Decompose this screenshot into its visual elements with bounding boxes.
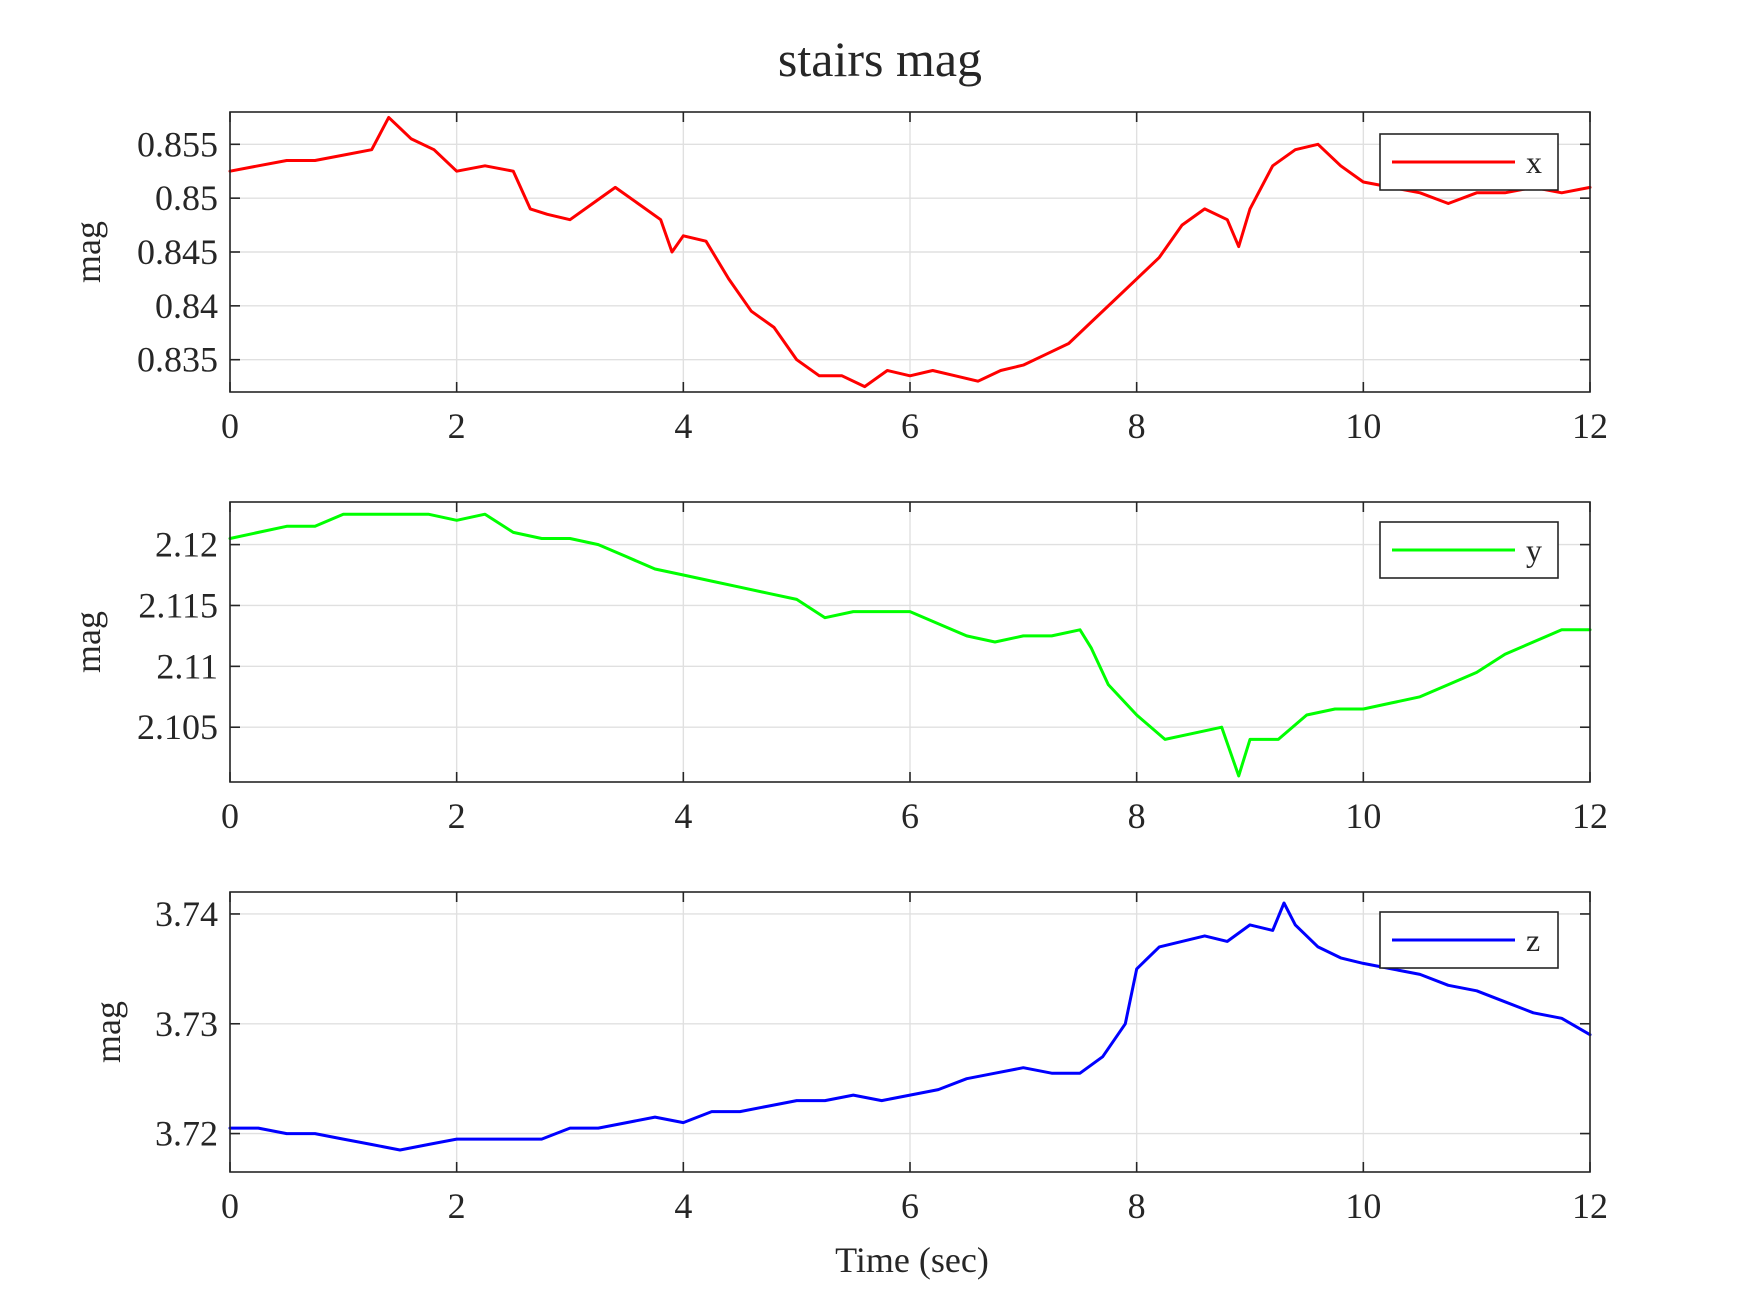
legend: x bbox=[1379, 133, 1559, 191]
x-tick-label: 2 bbox=[448, 796, 466, 836]
y-axis-label: mag bbox=[68, 611, 108, 673]
subplot-3: 0 2 4 6 8 10 12 3.72 3.73 3.74 mag z bbox=[88, 891, 1608, 1226]
x-tick-label: 6 bbox=[901, 1186, 919, 1226]
x-tick-label: 10 bbox=[1345, 1186, 1381, 1226]
legend: z bbox=[1379, 911, 1559, 969]
x-tick-label: 8 bbox=[1128, 406, 1146, 446]
x-tick-label: 0 bbox=[221, 406, 239, 446]
y-tick-label: 0.84 bbox=[155, 286, 218, 326]
legend-label: x bbox=[1526, 144, 1542, 180]
x-tick-label: 4 bbox=[674, 1186, 692, 1226]
x-tick-label: 0 bbox=[221, 1186, 239, 1226]
y-tick-label: 2.105 bbox=[137, 707, 218, 747]
x-tick-label: 12 bbox=[1572, 796, 1608, 836]
y-axis-label: mag bbox=[68, 221, 108, 283]
y-tick-label: 2.11 bbox=[156, 646, 218, 686]
y-axis-label: mag bbox=[88, 1001, 128, 1063]
y-tick-label: 0.845 bbox=[137, 232, 218, 272]
y-tick-label: 0.835 bbox=[137, 340, 218, 380]
x-axis-label: Time (sec) bbox=[835, 1240, 989, 1280]
y-tick-label: 2.12 bbox=[155, 525, 218, 565]
legend: y bbox=[1379, 521, 1559, 579]
grid bbox=[229, 112, 1591, 392]
x-tick-label: 4 bbox=[674, 796, 692, 836]
y-tick-label: 0.85 bbox=[155, 178, 218, 218]
x-tick-label: 2 bbox=[448, 1186, 466, 1226]
x-tick-label: 6 bbox=[901, 796, 919, 836]
subplots: 0 2 4 6 8 10 12 0.835 0.84 0.845 0.85 0.855 mag x 0 2 4 6… bbox=[68, 111, 1608, 1226]
series-line-x bbox=[228, 115, 1592, 389]
y-tick-label: 3.73 bbox=[155, 1004, 218, 1044]
x-tick-label: 4 bbox=[674, 406, 692, 446]
x-tick-label: 10 bbox=[1345, 406, 1381, 446]
y-tick-label: 3.74 bbox=[155, 894, 218, 934]
series-line-y bbox=[228, 512, 1592, 778]
x-tick-label: 0 bbox=[221, 796, 239, 836]
chart-title: stairs mag bbox=[778, 31, 982, 87]
y-tick-label: 0.855 bbox=[137, 124, 218, 164]
x-tick-label: 12 bbox=[1572, 406, 1608, 446]
subplot-1: 0 2 4 6 8 10 12 0.835 0.84 0.845 0.85 0.855 mag x bbox=[68, 111, 1608, 446]
x-tick-label: 6 bbox=[901, 406, 919, 446]
x-tick-label: 8 bbox=[1128, 1186, 1146, 1226]
y-tick-label: 3.72 bbox=[155, 1114, 218, 1154]
legend-label: y bbox=[1526, 532, 1542, 568]
subplot-2: 0 2 4 6 8 10 12 2.105 2.11 2.115 2.12 mag y bbox=[68, 501, 1608, 836]
series-line-z bbox=[228, 901, 1592, 1152]
x-tick-label: 8 bbox=[1128, 796, 1146, 836]
x-tick-label: 12 bbox=[1572, 1186, 1608, 1226]
x-tick-label: 2 bbox=[448, 406, 466, 446]
x-tick-label: 10 bbox=[1345, 796, 1381, 836]
legend-label: z bbox=[1526, 922, 1540, 958]
y-tick-label: 2.115 bbox=[138, 585, 218, 625]
